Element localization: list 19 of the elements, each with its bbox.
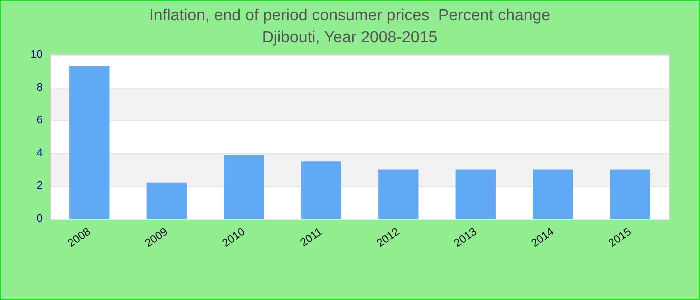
chart-title: Inflation, end of period consumer prices Percent change bbox=[149, 8, 551, 24]
x-tick-label: 2010 bbox=[220, 226, 248, 250]
bar bbox=[378, 170, 419, 219]
bar bbox=[610, 170, 650, 219]
bar bbox=[146, 182, 187, 219]
y-tick-label: 6 bbox=[36, 114, 43, 127]
y-tick-label: 2 bbox=[36, 180, 43, 192]
y-tick-label: 8 bbox=[36, 82, 43, 94]
bar bbox=[456, 170, 496, 219]
y-tick-label: 0 bbox=[36, 213, 43, 225]
chart-subtitle: Djibouti, Year 2008-2015 bbox=[262, 30, 438, 46]
bar bbox=[224, 155, 264, 219]
x-tick-label: 2009 bbox=[143, 226, 170, 250]
x-tick-label: 2011 bbox=[298, 226, 325, 250]
bar bbox=[533, 170, 574, 219]
bar bbox=[301, 162, 342, 219]
y-tick-label: 4 bbox=[36, 147, 43, 160]
y-tick-label: 10 bbox=[30, 49, 43, 61]
bar bbox=[70, 66, 110, 219]
